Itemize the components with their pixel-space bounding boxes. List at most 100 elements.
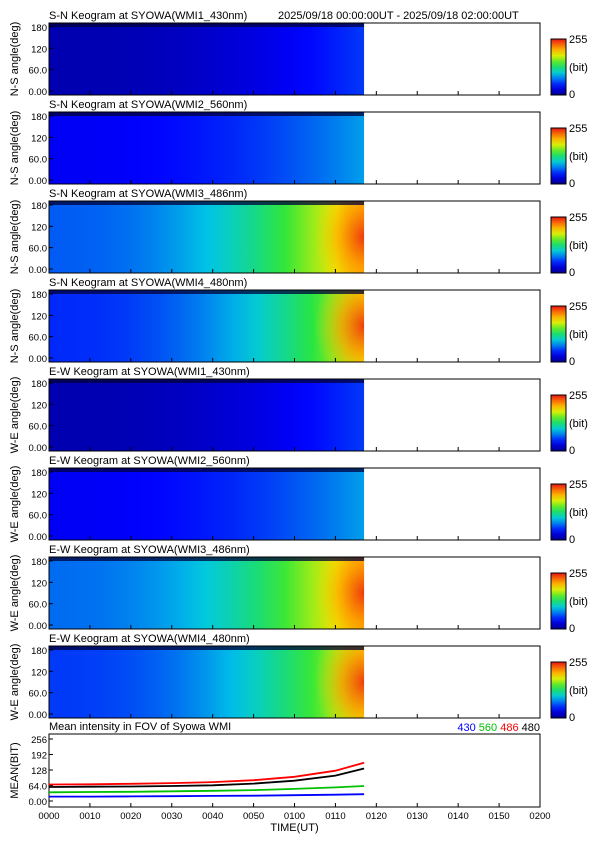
colorbar-unit-label: (bit) [569,418,588,430]
series-line-486 [48,761,365,786]
panel-title: S-N Keogram at SYOWA(WMI1_430nm) [49,10,247,22]
y-tick-label: 256 [31,735,47,746]
colorbar-max-label: 255 [569,657,587,669]
y-tick-label: 180 [31,23,47,34]
keogram-panel: S-N Keogram at SYOWA(WMI2_560nm)180 120 60… [9,99,588,190]
x-tick-label: 0000 [38,811,59,822]
legend-entry: 560 [476,722,497,734]
y-tick-label: 180 [31,468,47,479]
x-tick-label: 0050 [243,811,264,822]
colorbar-min-label: 0 [569,267,575,279]
x-tick-label: 0140 [448,811,469,822]
panel-title: S-N Keogram at SYOWA(WMI2_560nm) [49,99,247,111]
y-tick-label: 120 [31,400,47,411]
colorbar-min-label: 0 [569,89,575,101]
y-tick-label: 0.00 [29,532,48,543]
series-line-560 [48,785,365,794]
y-tick-label: 192 [31,751,47,762]
x-tick-label: 0200 [529,811,550,822]
bright-core [309,290,365,362]
x-tick-label: 0150 [489,811,510,822]
y-tick-label: 60.0 [29,689,48,700]
panel-title: E-W Keogram at SYOWA(WMI4_480nm) [49,633,250,645]
panel-title: S-N Keogram at SYOWA(WMI3_486nm) [49,188,247,200]
colorbar-max-label: 255 [569,123,587,135]
y-tick-label: 180 [31,112,47,123]
horizon-band [49,201,365,205]
horizon-band [49,646,365,650]
colorbar-min-label: 0 [569,623,575,635]
y-tick-label: 60.0 [29,422,48,433]
keogram-image [49,112,365,184]
colorbar-min-label: 0 [569,178,575,190]
panel-title: S-N Keogram at SYOWA(WMI4_480nm) [49,277,247,289]
colorbar-unit-label: (bit) [569,329,588,341]
colorbar-min-label: 0 [569,356,575,368]
horizon-band [49,557,365,561]
y-axis-label: W-E angle(deg) [9,644,21,721]
panel-title: E-W Keogram at SYOWA(WMI2_560nm) [49,455,250,467]
y-tick-label: 0.00 [29,797,48,808]
y-tick-label: 120 [31,133,47,144]
y-tick-label: 120 [31,667,47,678]
y-tick-label: 0.00 [29,265,48,276]
colorbar [550,305,567,363]
y-tick-label: 60.0 [29,600,48,611]
keogram-panel: E-W Keogram at SYOWA(WMI4_480nm)180 120 60… [9,633,588,724]
colorbar-max-label: 255 [569,212,587,224]
keogram-image [49,468,365,540]
y-tick-label: 128 [31,766,47,777]
colorbar-unit-label: (bit) [569,685,588,697]
colorbar-unit-label: (bit) [569,507,588,519]
y-axis-label: W-E angle(deg) [9,377,21,454]
x-tick-label: 0130 [407,811,428,822]
y-tick-label: 120 [31,311,47,322]
keogram-image [49,379,365,451]
keogram-panel: E-W Keogram at SYOWA(WMI3_486nm)180 120 60… [9,544,588,635]
colorbar [550,216,567,274]
y-tick-label: 180 [31,290,47,301]
y-tick-label: 60.0 [29,244,48,255]
y-tick-label: 120 [31,222,47,233]
colorbar [550,38,567,96]
colorbar-max-label: 255 [569,568,587,580]
horizon-band [49,112,365,116]
y-tick-label: 0.00 [29,87,48,98]
bright-core [309,201,365,273]
colorbar-min-label: 0 [569,712,575,724]
y-tick-label: 0.00 [29,443,48,454]
y-tick-label: 60.0 [29,511,48,522]
keogram-panel: S-N Keogram at SYOWA(WMI1_430nm)180 120 60… [9,10,588,101]
x-axis-label: TIME(UT) [270,822,318,834]
colorbar-min-label: 0 [569,445,575,457]
colorbar-max-label: 255 [569,390,587,402]
y-axis-label: N-S angle(deg) [9,111,21,186]
colorbar [550,661,567,719]
y-axis-label: N-S angle(deg) [9,289,21,364]
x-tick-label: 0100 [284,811,305,822]
legend-entry: 480 [519,722,540,734]
colorbar-unit-label: (bit) [569,62,588,74]
y-axis-label: W-E angle(deg) [9,555,21,632]
y-tick-label: 0.00 [29,354,48,365]
colorbar-unit-label: (bit) [569,240,588,252]
colorbar-min-label: 0 [569,534,575,546]
y-tick-label: 0.00 [29,710,48,721]
keogram-panel: E-W Keogram at SYOWA(WMI2_560nm)180 120 60… [9,455,588,546]
y-tick-label: 60.0 [29,66,48,77]
colorbar-unit-label: (bit) [569,151,588,163]
y-tick-label: 0.00 [29,621,48,632]
colorbar-max-label: 255 [569,479,587,491]
keogram-image [49,23,365,95]
y-tick-label: 180 [31,646,47,657]
y-tick-label: 0.00 [29,176,48,187]
x-tick-label: 0010 [79,811,100,822]
x-tick-label: 0030 [161,811,182,822]
mean-intensity-plot: Mean intensity in FOV of Syowa WMI 430 56… [9,721,551,834]
y-tick-label: 60.0 [29,333,48,344]
colorbar [550,483,567,541]
colorbar-unit-label: (bit) [569,596,588,608]
series-line-480 [48,767,365,788]
colorbar [550,127,567,185]
